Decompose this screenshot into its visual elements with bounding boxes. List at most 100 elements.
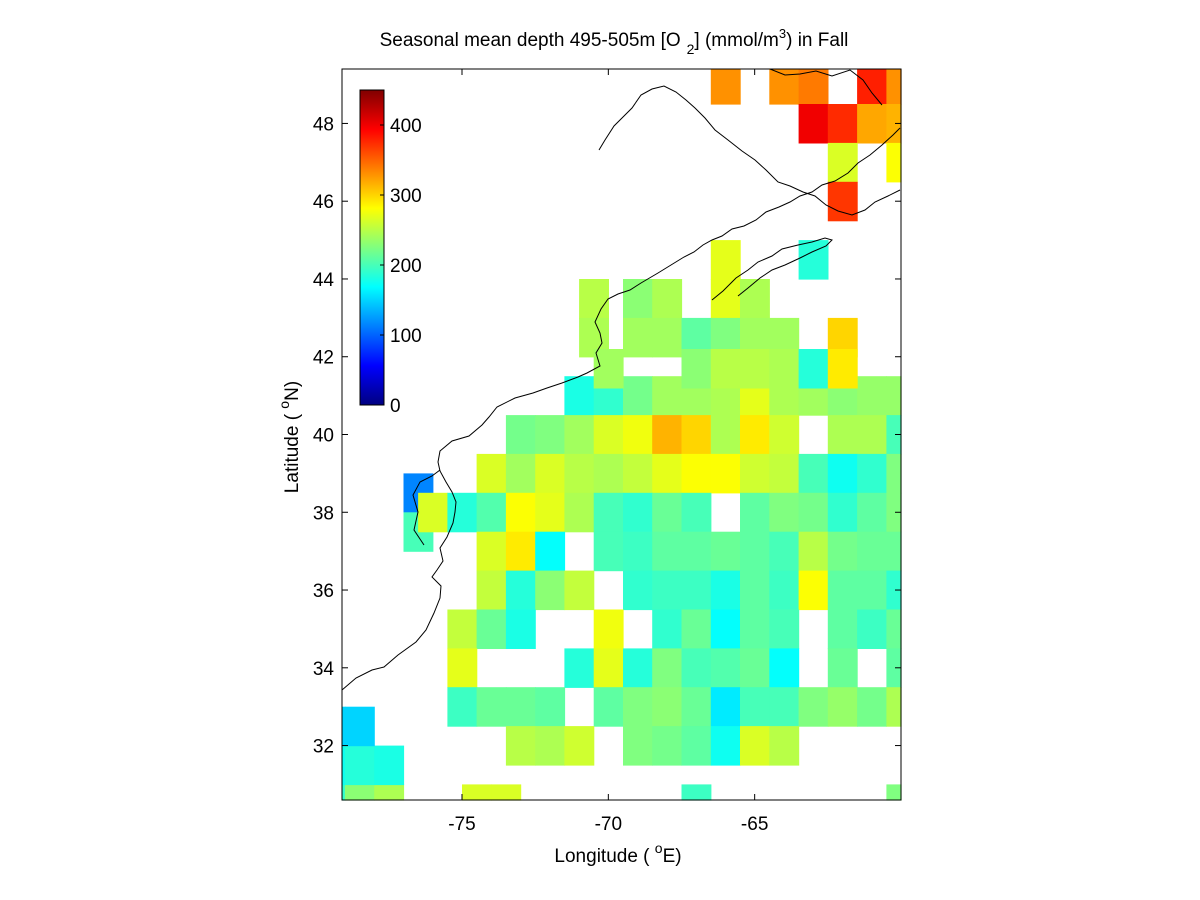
heatmap-cell	[535, 687, 566, 727]
heatmap-cell	[740, 726, 770, 766]
heatmap-cell	[886, 453, 902, 494]
heatmap-cell	[505, 415, 536, 455]
heatmap-cell	[740, 492, 770, 533]
heatmap-cell	[342, 745, 346, 786]
heatmap-cell	[623, 726, 653, 766]
heatmap-cell	[886, 609, 902, 649]
heatmap-cell	[681, 349, 712, 389]
colorbar-tick-label: 400	[390, 116, 422, 137]
heatmap-cell	[535, 415, 566, 455]
heatmap-cell	[710, 453, 741, 494]
coastline-peninsula	[711, 237, 833, 301]
heatmap-cell	[827, 104, 858, 144]
heatmap-cell	[710, 240, 741, 280]
heatmap-cell	[886, 687, 902, 727]
heatmap-cell	[740, 648, 770, 688]
heatmap-cell	[886, 415, 902, 455]
heatmap-cell	[798, 240, 829, 280]
y-tick-label: 38	[313, 503, 334, 524]
heatmap-cell	[827, 570, 858, 611]
heatmap-cell	[827, 687, 858, 727]
heatmap-cell	[593, 492, 624, 533]
heatmap-cell	[623, 317, 653, 358]
heatmap-cell	[769, 687, 800, 727]
heatmap-cell	[593, 648, 624, 688]
heatmap-cell	[505, 531, 536, 572]
heatmap-cell	[769, 415, 800, 455]
heatmap-cell	[681, 570, 712, 611]
heatmap-cell	[681, 784, 712, 801]
heatmap-cell	[447, 648, 478, 688]
heatmap-cell	[623, 492, 653, 533]
heatmap-cell	[740, 687, 770, 727]
heatmap-cell	[564, 415, 595, 455]
heatmap-cell	[652, 687, 683, 727]
heatmap-cell	[710, 570, 741, 611]
heatmap-cell	[857, 570, 887, 611]
y-tick-label: 36	[313, 581, 334, 602]
heatmap-cell	[593, 415, 624, 455]
heatmap-cell	[652, 492, 683, 533]
heatmap-cell	[593, 687, 624, 727]
heatmap-cell	[710, 531, 741, 572]
y-tick-label: 32	[313, 737, 334, 758]
heatmap-cell	[623, 453, 653, 494]
heatmap-cell	[827, 181, 858, 222]
heatmap-cell	[652, 609, 683, 649]
heatmap-cell	[798, 104, 829, 144]
heatmap-cell	[535, 570, 566, 611]
heatmap-cell	[681, 687, 712, 727]
heatmap-cell	[886, 69, 902, 105]
heatmap-cell	[681, 648, 712, 688]
heatmap-cell	[447, 609, 478, 649]
heatmap-cell	[798, 570, 829, 611]
heatmap-cell	[374, 784, 405, 801]
heatmap-cell	[447, 492, 478, 533]
y-tick-label: 42	[313, 348, 334, 369]
heatmap-cell	[652, 531, 683, 572]
heatmap-cell	[798, 349, 829, 389]
heatmap-cell	[857, 69, 887, 105]
heatmap-cell	[535, 492, 566, 533]
heatmap-cell	[886, 142, 902, 183]
heatmap-cell	[857, 376, 887, 416]
heatmap-cell	[798, 531, 829, 572]
heatmap-cell	[769, 531, 800, 572]
heatmap-cell	[476, 687, 507, 727]
colorbar-tick-label: 300	[390, 186, 422, 207]
heatmap-cell	[476, 531, 507, 572]
heatmap-cell	[740, 609, 770, 649]
heatmap-cell	[505, 570, 536, 611]
heatmap-cell	[447, 687, 478, 727]
heatmap-cell	[462, 784, 492, 801]
heatmap-cell	[476, 609, 507, 649]
heatmap-cell	[886, 531, 902, 572]
y-tick-label: 44	[313, 270, 335, 291]
heatmap-cell	[798, 687, 829, 727]
heatmap-cell	[476, 492, 507, 533]
y-axis-label: Latitude ( oN)	[276, 381, 303, 493]
heatmap-cell	[740, 279, 770, 319]
heatmap-cell	[681, 609, 712, 649]
heatmap-cell	[593, 453, 624, 494]
heatmap-cell	[857, 687, 887, 727]
heatmap-cell	[652, 279, 683, 319]
heatmap-cell	[491, 784, 522, 801]
heatmap-cell	[505, 453, 536, 494]
heatmap-cell	[769, 726, 800, 766]
heatmap-cell	[710, 69, 741, 105]
heatmap-cell	[710, 279, 741, 319]
heatmap-cell	[740, 531, 770, 572]
heatmap-cell	[886, 784, 902, 801]
y-tick-label: 48	[313, 114, 334, 135]
colorbar-tick-label: 0	[390, 396, 401, 417]
heatmap-cell	[593, 531, 624, 572]
colorbar-tick-label: 200	[390, 256, 422, 277]
coastline-gulf	[598, 85, 901, 216]
heatmap-cell	[827, 415, 858, 455]
coastline-north	[769, 68, 883, 106]
heatmap-cell	[857, 104, 887, 144]
colorbar-tick-label: 100	[390, 326, 422, 347]
heatmap-cell	[798, 453, 829, 494]
